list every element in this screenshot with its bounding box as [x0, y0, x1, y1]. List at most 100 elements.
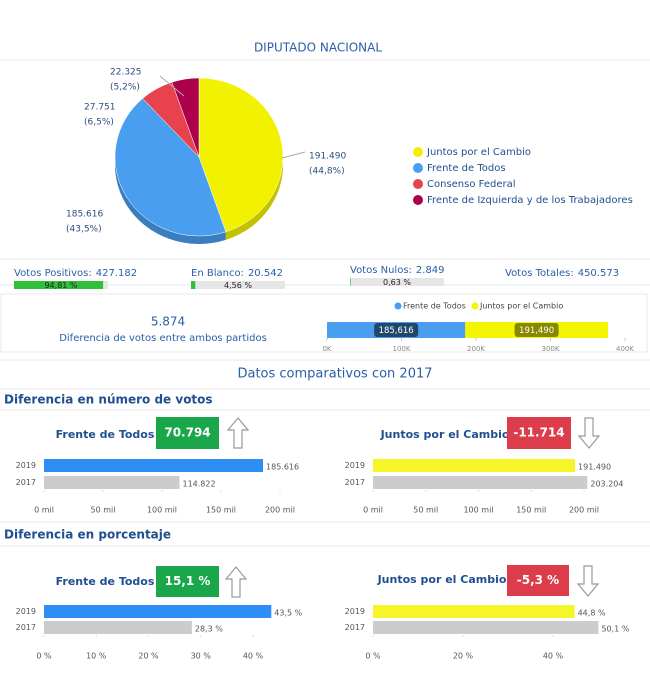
- pie-percent-label: (44,8%): [309, 167, 345, 177]
- data-label-bg: [514, 323, 559, 337]
- pie-percent-label: (43,5%): [66, 225, 102, 235]
- chart-title: Juntos por el Cambio: [380, 428, 510, 441]
- section-title: Diferencia en número de votos: [4, 393, 213, 407]
- section-title: Diferencia en porcentaje: [4, 528, 171, 542]
- bar: [373, 621, 599, 634]
- kpi-text: Votos Totales: 450.573: [505, 268, 619, 279]
- x-tick-label: 100K: [393, 345, 411, 353]
- kpi-text: Votos Positivos: 427.182: [14, 268, 137, 279]
- kpi-bar-track: [191, 281, 285, 289]
- x-tick-label: 100 mil: [463, 506, 493, 515]
- badge-value: 70.794: [164, 426, 210, 440]
- bar: [373, 605, 575, 618]
- trend-arrow: [576, 565, 600, 597]
- x-tick-label: 0 %: [365, 652, 381, 661]
- kpi-label: En Blanco:: [191, 268, 244, 279]
- kpi-text: Votos Nulos: 2.849: [350, 265, 445, 276]
- x-tick-label: 0K: [322, 345, 331, 353]
- legend-label: Juntos por el Cambio: [426, 147, 531, 158]
- trend-arrow: [577, 417, 601, 449]
- kpi-bar: [350, 278, 351, 286]
- pie-slice: [114, 98, 227, 237]
- bar: [373, 476, 588, 489]
- kpi-value: 427.182: [96, 268, 137, 279]
- x-tick-label: 50 mil: [91, 506, 116, 515]
- x-tick-label: 200K: [467, 345, 485, 353]
- y-tick-label: 2017: [345, 478, 365, 487]
- legend-label: Frente de Todos: [427, 163, 506, 174]
- x-tick-label: 30 %: [191, 652, 212, 661]
- badge-value: -5,3 %: [517, 573, 559, 587]
- x-tick-label: 100 mil: [147, 506, 177, 515]
- data-label: 185.616: [266, 463, 299, 472]
- y-tick-label: 2019: [16, 461, 36, 470]
- y-tick-label: 2019: [345, 461, 365, 470]
- kpi-label: Votos Nulos:: [350, 265, 412, 276]
- x-tick-label: 0 mil: [363, 506, 383, 515]
- legend-label: Juntos por el Cambio: [479, 302, 563, 311]
- x-tick-label: 50 mil: [413, 506, 438, 515]
- kpi-bar: [14, 281, 104, 289]
- x-tick-label: 20 %: [138, 652, 159, 661]
- data-label: 43,5 %: [274, 609, 302, 618]
- pie-value-label: 22.325: [110, 68, 142, 78]
- kpi-value: 20.542: [248, 268, 283, 279]
- x-tick-label: 0 mil: [34, 506, 54, 515]
- data-label: 185,616: [379, 326, 414, 336]
- x-tick-label: 200 mil: [569, 506, 599, 515]
- y-tick-label: 2017: [16, 623, 36, 632]
- legend-marker: [413, 195, 423, 205]
- pie-percent-label: (5,2%): [110, 83, 140, 93]
- kpi-caption: Diferencia de votos entre ambos partidos: [59, 333, 267, 344]
- comparison-title: Datos comparativos con 2017: [237, 367, 432, 382]
- data-label: 203.204: [590, 480, 623, 489]
- x-tick-label: 40 %: [543, 652, 564, 661]
- chart-title: DIPUTADO NACIONAL: [254, 41, 382, 55]
- x-tick-label: 10 %: [86, 652, 107, 661]
- trend-arrow: [226, 417, 250, 449]
- kpi-bar-track: [350, 278, 444, 286]
- card-border: [0, 293, 648, 353]
- bar: [44, 605, 272, 618]
- badge: [156, 417, 219, 449]
- y-tick-label: 2017: [345, 623, 365, 632]
- data-label: 114.822: [182, 480, 215, 489]
- badge-value: 15,1 %: [165, 574, 211, 588]
- kpi-bar: [191, 281, 196, 289]
- badge: [156, 566, 219, 597]
- data-label: 191.490: [578, 463, 611, 472]
- kpi-label: Votos Totales:: [505, 268, 574, 279]
- badge-value: -11.714: [513, 426, 564, 440]
- bar: [44, 621, 192, 634]
- badge: [507, 565, 569, 596]
- kpi-number: 5.874: [151, 315, 185, 329]
- x-tick-label: 200 mil: [265, 506, 295, 515]
- legend-label: Frente de Izquierda y de los Trabajadore…: [427, 195, 633, 206]
- leader-line: [159, 75, 185, 97]
- kpi-percent-label: 94,81 %: [44, 281, 77, 290]
- badge: [507, 417, 571, 449]
- chart-title: Juntos por el Cambio: [377, 573, 507, 586]
- legend-marker: [394, 302, 402, 310]
- kpi-percent-label: 0,63 %: [383, 278, 411, 287]
- kpi-value: 2.849: [416, 265, 445, 276]
- trend-arrow: [224, 566, 248, 598]
- pie-slice: [198, 77, 284, 233]
- pie-slice: [171, 77, 200, 158]
- y-tick-label: 2017: [16, 478, 36, 487]
- data-label: 44,8 %: [578, 609, 606, 618]
- x-tick-label: 150 mil: [206, 506, 236, 515]
- chart-title: Frente de Todos: [56, 428, 155, 441]
- legend-label: Consenso Federal: [427, 179, 516, 190]
- legend-marker: [471, 302, 479, 310]
- x-tick-label: 0 %: [36, 652, 52, 661]
- pie-percent-label: (6,5%): [84, 118, 114, 128]
- legend-marker: [413, 163, 423, 173]
- data-label-bg: [374, 323, 419, 337]
- x-tick-label: 20 %: [453, 652, 474, 661]
- leader-line: [281, 151, 306, 159]
- y-tick-label: 2019: [16, 607, 36, 616]
- chart-title: Frente de Todos: [56, 575, 155, 588]
- bar: [44, 476, 180, 489]
